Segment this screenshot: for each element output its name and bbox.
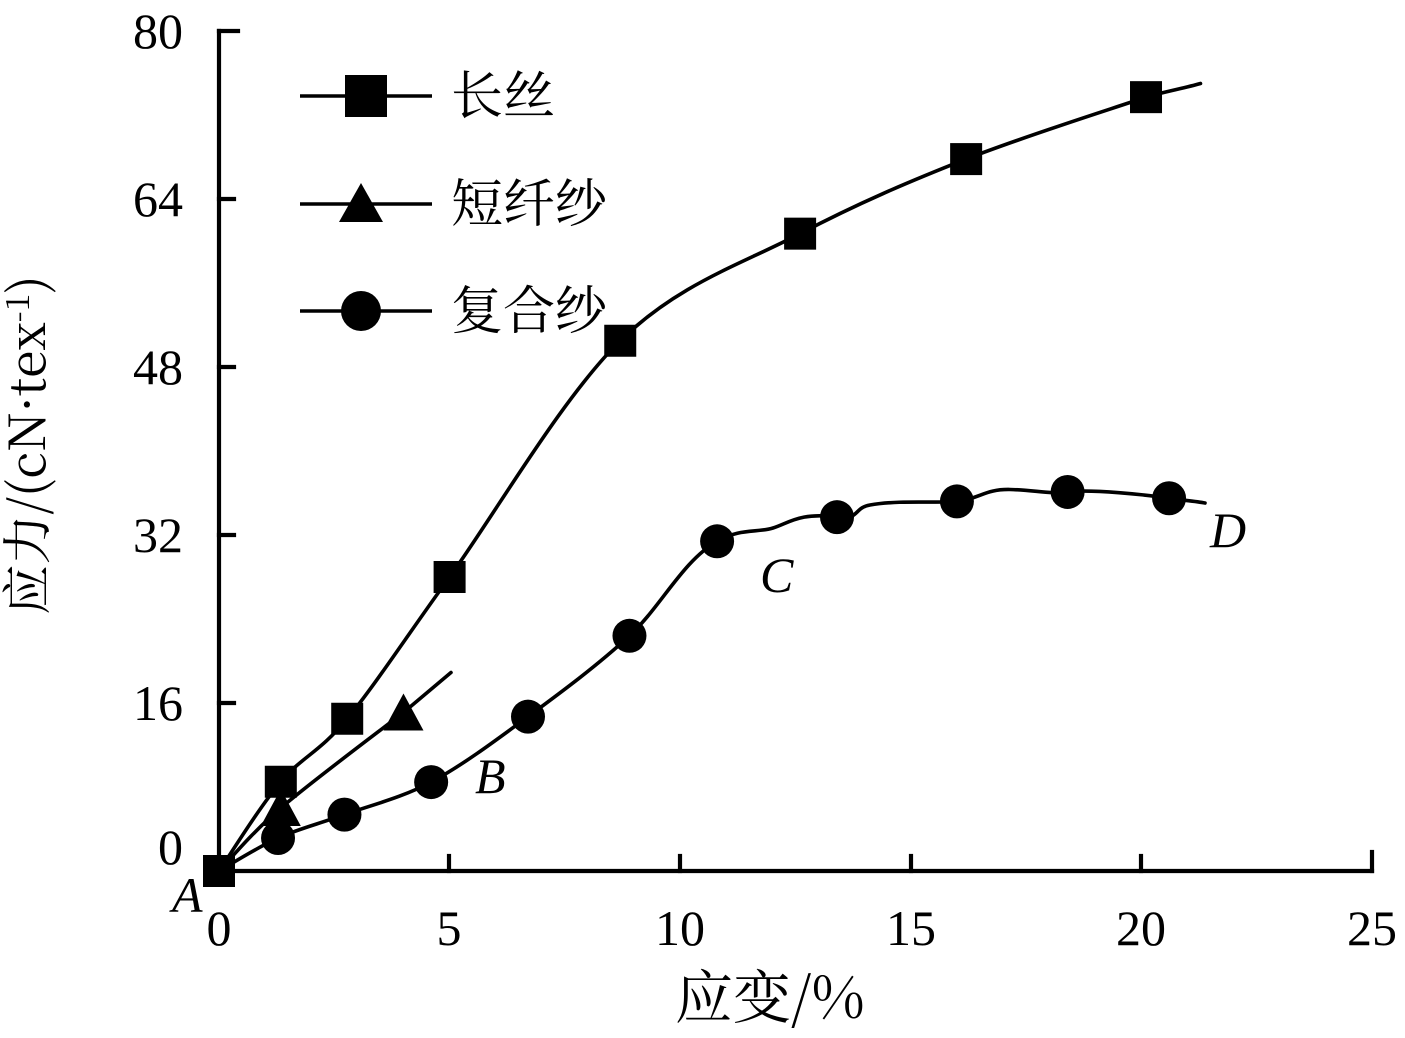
svg-text:10: 10 (655, 900, 705, 956)
svg-text:80: 80 (133, 3, 183, 59)
svg-text:短纤纱: 短纤纱 (451, 162, 609, 237)
svg-text:复合纱: 复合纱 (451, 269, 609, 344)
svg-text:长丝: 长丝 (451, 54, 555, 129)
svg-text:应变/%: 应变/% (675, 951, 865, 1035)
svg-text:16: 16 (133, 675, 183, 731)
svg-text:48: 48 (133, 339, 183, 395)
svg-text:D: D (1209, 502, 1246, 558)
svg-text:应力/(cN·tex-1): 应力/(cN·tex-1) (0, 275, 60, 614)
svg-text:5: 5 (437, 900, 462, 956)
svg-text:A: A (169, 867, 203, 923)
svg-text:64: 64 (133, 171, 183, 227)
svg-text:25: 25 (1347, 900, 1397, 956)
svg-text:20: 20 (1116, 900, 1166, 956)
svg-text:32: 32 (133, 507, 183, 563)
svg-text:15: 15 (886, 900, 936, 956)
svg-text:0: 0 (207, 900, 232, 956)
svg-text:C: C (760, 547, 794, 603)
svg-text:B: B (475, 748, 506, 804)
